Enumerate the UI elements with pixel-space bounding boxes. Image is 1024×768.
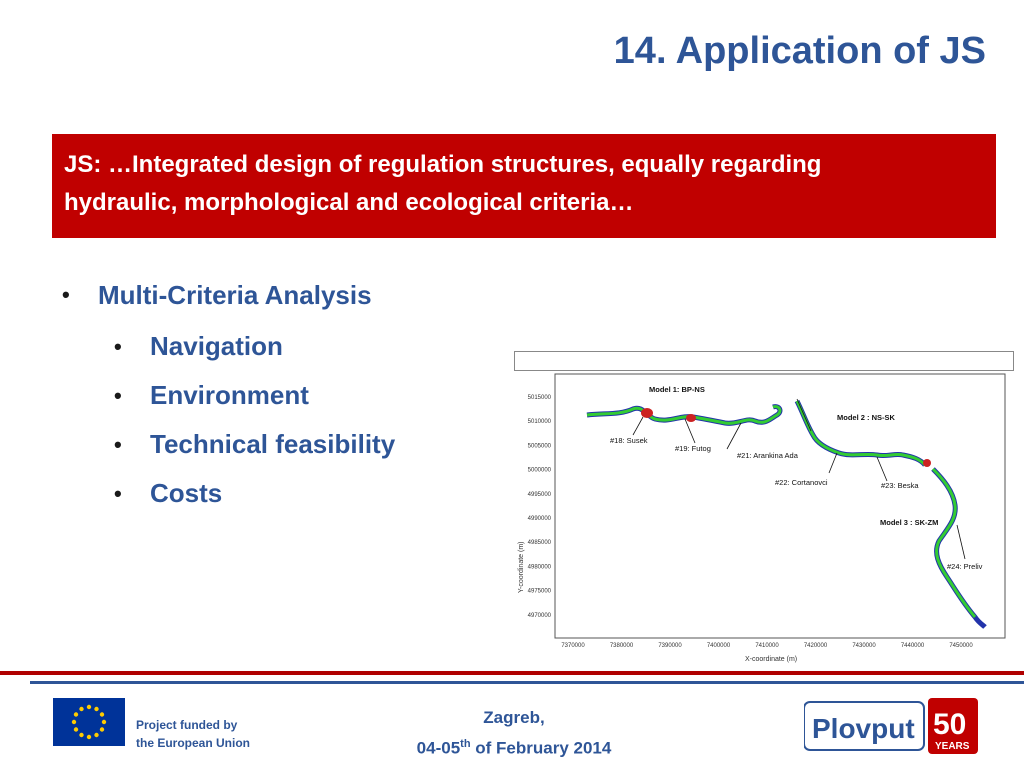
site-label-24: #24: Preliv bbox=[947, 562, 983, 571]
site-label-19: #19: Futog bbox=[675, 444, 711, 453]
event-date: 04-05th of February 2014 bbox=[416, 738, 612, 758]
leader-line bbox=[956, 524, 966, 560]
y-tick-label: 5005000 bbox=[528, 443, 552, 449]
risk-area-marker bbox=[923, 459, 931, 467]
funding-note: Project funded by the European Union bbox=[136, 716, 250, 752]
bullet-dot: • bbox=[114, 333, 122, 359]
x-tick-label: 7390000 bbox=[658, 643, 682, 649]
plovput-logo: Plovput 50 YEARS bbox=[804, 698, 978, 754]
eu-star-icon bbox=[101, 719, 107, 725]
logo-number: 50 bbox=[933, 708, 966, 741]
river-segment-3-green bbox=[931, 467, 977, 618]
logo-years: YEARS bbox=[935, 741, 970, 752]
x-axis-label: X-coordinate (m) bbox=[745, 656, 797, 663]
y-axis-ticks: 5015000 5010000 5005000 5000000 4995000 49900… bbox=[528, 395, 552, 619]
funding-line-2: the European Union bbox=[136, 736, 250, 750]
bullet-costs-label: Costs bbox=[150, 478, 223, 508]
eu-star-icon bbox=[73, 727, 79, 732]
y-tick-label: 4980000 bbox=[528, 564, 552, 570]
bullet-list: • Multi-Criteria Analysis • Navigation •… bbox=[62, 272, 395, 518]
slide-title: 14. Application of JS bbox=[613, 30, 986, 72]
bullet-dot: • bbox=[114, 480, 122, 506]
event-venue: Zagreb, 04-05th of February 2014 bbox=[392, 705, 636, 762]
eu-star-icon bbox=[99, 712, 105, 717]
leader-line bbox=[876, 456, 888, 482]
x-tick-label: 7450000 bbox=[949, 643, 973, 649]
event-city: Zagreb, bbox=[483, 708, 545, 727]
x-tick-label: 7380000 bbox=[610, 643, 634, 649]
bullet-navigation: • Navigation bbox=[62, 322, 395, 371]
eu-star-icon bbox=[79, 732, 84, 738]
banner-line-1: JS: …Integrated design of regulation str… bbox=[64, 151, 822, 178]
leader-line bbox=[632, 416, 644, 436]
bullet-dot: • bbox=[62, 282, 70, 307]
leader-line bbox=[828, 452, 838, 474]
river-segment-1-green bbox=[586, 405, 782, 425]
bullet-environment-label: Environment bbox=[150, 380, 309, 410]
bullet-technical-label: Technical feasibility bbox=[150, 429, 396, 459]
model-label-2: Model 2 : NS-SK bbox=[837, 413, 896, 422]
x-axis-ticks: 7370000 7380000 7390000 7400000 7410000 74200… bbox=[561, 643, 973, 649]
y-tick-label: 4970000 bbox=[528, 613, 552, 619]
js-banner: JS: …Integrated design of regulation str… bbox=[52, 134, 996, 238]
bullet-environment: • Environment bbox=[62, 371, 395, 420]
funding-line-1: Project funded by bbox=[136, 718, 238, 732]
site-label-21: #21: Arankina Ada bbox=[737, 451, 799, 460]
x-tick-label: 7370000 bbox=[561, 643, 585, 649]
x-tick-label: 7420000 bbox=[804, 643, 828, 649]
eu-star-icon bbox=[86, 734, 92, 740]
bullet-dot: • bbox=[114, 431, 122, 457]
risk-area-marker bbox=[641, 408, 653, 418]
leader-line bbox=[684, 418, 696, 444]
bullet-dot: • bbox=[114, 382, 122, 408]
x-tick-label: 7400000 bbox=[707, 643, 731, 649]
leader-line bbox=[796, 398, 812, 432]
eu-star-icon bbox=[94, 706, 99, 712]
footer-red-rule bbox=[0, 671, 1024, 675]
model-label-1: Model 1: BP-NS bbox=[649, 385, 705, 394]
model-label-3: Model 3 : SK-ZM bbox=[880, 518, 938, 527]
eu-star-icon bbox=[86, 704, 92, 710]
site-label-18: #18: Susek bbox=[610, 436, 648, 445]
river-segment-2-green bbox=[795, 400, 927, 467]
eu-star-icon bbox=[94, 732, 99, 738]
y-tick-label: 5015000 bbox=[528, 395, 552, 401]
footer-blue-rule bbox=[30, 681, 1024, 684]
bullet-main: • Multi-Criteria Analysis bbox=[62, 272, 395, 318]
leader-line bbox=[726, 422, 742, 450]
logo-text: Plovput bbox=[812, 713, 915, 744]
y-tick-label: 4995000 bbox=[528, 492, 552, 498]
x-tick-label: 7410000 bbox=[755, 643, 779, 649]
figure-caption-box bbox=[514, 351, 1014, 371]
site-label-23: #23: Beska bbox=[881, 481, 919, 490]
eu-star-icon bbox=[71, 719, 77, 725]
x-tick-label: 7430000 bbox=[852, 643, 876, 649]
y-tick-label: 5010000 bbox=[528, 419, 552, 425]
y-tick-label: 5000000 bbox=[528, 468, 552, 474]
risk-area-marker bbox=[686, 414, 696, 422]
y-axis-label: Y-coordinate (m) bbox=[518, 542, 525, 594]
y-tick-label: 4985000 bbox=[528, 540, 552, 546]
river-model-map: 5015000 5010000 5005000 5000000 4995000 49900… bbox=[518, 373, 1006, 663]
y-tick-label: 4975000 bbox=[528, 589, 552, 595]
bullet-main-label: Multi-Criteria Analysis bbox=[98, 279, 372, 310]
site-label-22: #22: Cortanovci bbox=[775, 478, 828, 487]
eu-star-icon bbox=[79, 706, 84, 712]
eu-flag-icon bbox=[53, 698, 125, 746]
x-tick-label: 7440000 bbox=[901, 643, 925, 649]
bullet-technical-feasibility: • Technical feasibility bbox=[62, 420, 395, 469]
eu-star-icon bbox=[73, 712, 79, 717]
plot-frame bbox=[554, 373, 1006, 639]
eu-star-icon bbox=[99, 727, 105, 732]
y-tick-label: 4990000 bbox=[528, 516, 552, 522]
bullet-navigation-label: Navigation bbox=[150, 331, 283, 361]
bullet-costs: • Costs bbox=[62, 469, 395, 518]
banner-line-2: hydraulic, morphological and ecological … bbox=[64, 189, 634, 216]
